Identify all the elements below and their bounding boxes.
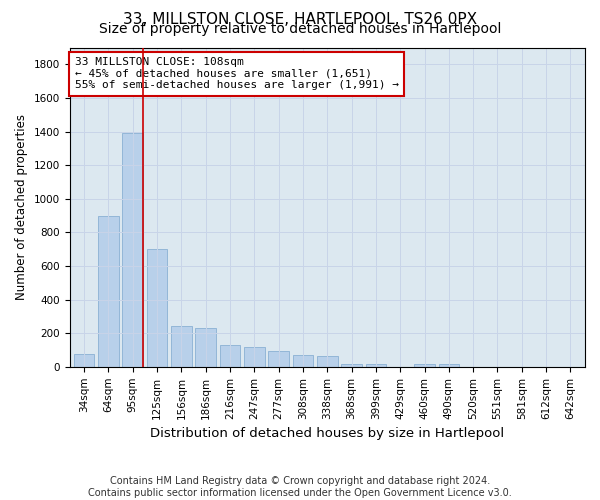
Bar — [317, 356, 338, 367]
Text: Contains HM Land Registry data © Crown copyright and database right 2024.
Contai: Contains HM Land Registry data © Crown c… — [88, 476, 512, 498]
Bar — [341, 364, 362, 367]
Bar — [196, 328, 216, 367]
Y-axis label: Number of detached properties: Number of detached properties — [15, 114, 28, 300]
Bar — [171, 326, 192, 367]
Text: 33 MILLSTON CLOSE: 108sqm
← 45% of detached houses are smaller (1,651)
55% of se: 33 MILLSTON CLOSE: 108sqm ← 45% of detac… — [74, 57, 398, 90]
X-axis label: Distribution of detached houses by size in Hartlepool: Distribution of detached houses by size … — [150, 427, 505, 440]
Bar — [98, 216, 119, 367]
Text: Size of property relative to detached houses in Hartlepool: Size of property relative to detached ho… — [99, 22, 501, 36]
Bar — [293, 356, 313, 367]
Bar — [439, 364, 459, 367]
Bar — [220, 345, 241, 367]
Text: 33, MILLSTON CLOSE, HARTLEPOOL, TS26 0PX: 33, MILLSTON CLOSE, HARTLEPOOL, TS26 0PX — [123, 12, 477, 28]
Bar — [365, 364, 386, 367]
Bar — [74, 354, 94, 367]
Bar — [147, 249, 167, 367]
Bar — [414, 364, 435, 367]
Bar — [244, 347, 265, 367]
Bar — [122, 133, 143, 367]
Bar — [268, 351, 289, 367]
